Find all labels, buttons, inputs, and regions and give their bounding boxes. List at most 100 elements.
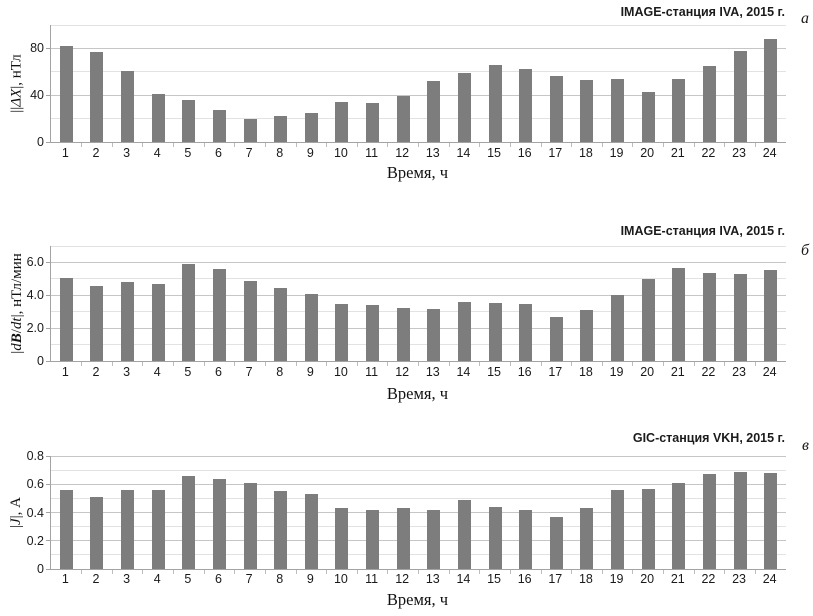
panel-letter-v: в: [802, 437, 809, 454]
x-tick-mark: [754, 570, 756, 574]
bar-hour-3: [121, 282, 135, 361]
bar-hour-16: [519, 69, 533, 142]
gridline-minor: [51, 526, 786, 528]
x-tick-mark: [724, 570, 726, 574]
x-tick-mark: [448, 570, 450, 574]
x-tick-label: 11: [365, 572, 379, 586]
x-tick-label: 20: [640, 146, 655, 160]
x-axis-title: Время, ч: [386, 384, 449, 403]
bar-hour-16: [519, 509, 533, 569]
bar-hour-22: [702, 474, 716, 569]
x-tick-mark: [479, 570, 481, 574]
bar-hour-21: [672, 268, 686, 361]
x-tick-mark: [509, 570, 511, 574]
bar-hour-2: [90, 286, 104, 361]
x-tick-mark: [540, 570, 542, 574]
y-axis-label: ||ΔX|, нТл: [9, 54, 26, 112]
x-tick-mark: [479, 362, 481, 366]
bar-hour-23: [733, 471, 747, 569]
x-tick-mark: [663, 570, 664, 574]
x-tick-label: 11: [365, 146, 379, 160]
y-axis-label-segment: |: [8, 525, 25, 529]
x-tick-label: 4: [153, 146, 161, 160]
y-axis-label-segment: |, нТл: [8, 54, 25, 89]
x-tick-label: 12: [395, 365, 410, 379]
x-tick-mark: [509, 143, 511, 147]
x-tick-mark: [295, 570, 297, 574]
x-tick-mark: [234, 143, 236, 147]
x-tick-label: 5: [184, 146, 192, 160]
y-axis-label-segment: B: [8, 333, 25, 344]
y-axis-label-segment: ||: [8, 106, 25, 113]
bar-hour-22: [702, 273, 716, 361]
x-tick-mark: [632, 570, 634, 574]
bar-hour-20: [641, 278, 655, 361]
x-tick-label: 20: [640, 572, 655, 586]
bar-hour-10: [335, 102, 349, 142]
bar-hour-1: [59, 278, 73, 361]
x-tick-label: 18: [578, 146, 593, 160]
bar-hour-20: [641, 91, 655, 142]
x-tick-mark: [448, 362, 450, 366]
gridline-major: [51, 294, 786, 296]
y-tick-mark: [46, 512, 50, 513]
x-tick-label: 19: [609, 365, 624, 379]
bar-hour-4: [151, 94, 165, 142]
x-tick-label: 3: [123, 572, 131, 586]
x-tick-label: 22: [701, 365, 716, 379]
gridline-major: [51, 94, 786, 96]
gridline-major: [51, 261, 786, 263]
chart-title: GIC-станция VKH, 2015 г.: [632, 431, 785, 445]
y-tick-label: 4.0: [26, 288, 44, 303]
bar-hour-5: [182, 475, 196, 569]
x-tick-mark: [234, 570, 236, 574]
chart-panel-c: GIC-станция VKH, 2015 г. в |J|, А 0 0.2 0.…: [0, 415, 813, 616]
x-tick-label: 9: [306, 365, 314, 379]
x-tick-mark: [81, 570, 83, 574]
gridline-minor: [51, 71, 786, 73]
y-tick-label: 0: [37, 135, 44, 149]
x-tick-mark: [571, 362, 573, 366]
y-tick-label: 2.0: [26, 321, 44, 336]
bar-hour-11: [366, 509, 380, 569]
x-tick-mark: [418, 143, 419, 147]
gridline-major: [51, 540, 786, 542]
y-tick-label: 80: [30, 41, 44, 56]
x-tick-label: 12: [395, 572, 410, 586]
x-tick-label: 13: [425, 146, 440, 160]
x-tick-mark: [693, 143, 695, 147]
x-tick-label: 2: [92, 365, 100, 379]
bar-hour-11: [366, 103, 380, 142]
y-tick-mark: [46, 455, 50, 457]
x-tick-label: 13: [425, 365, 440, 379]
bar-hour-19: [611, 489, 625, 569]
bar-hour-23: [733, 50, 747, 142]
x-tick-label: 4: [153, 365, 161, 379]
bar-hour-24: [764, 39, 778, 142]
x-tick-mark: [203, 362, 205, 366]
x-tick-label: 2: [92, 572, 100, 586]
panel-letter-a: а: [801, 10, 809, 27]
x-tick-mark: [264, 143, 266, 147]
x-tick-label: 14: [456, 365, 471, 379]
bar-hour-5: [182, 264, 196, 361]
x-tick-mark: [418, 570, 419, 574]
bar-hour-21: [672, 482, 686, 569]
y-tick-label: 0: [37, 354, 44, 368]
x-tick-label: 21: [670, 572, 685, 586]
x-tick-mark: [663, 362, 664, 366]
x-tick-label: 6: [214, 146, 222, 160]
bar-hour-20: [641, 488, 655, 569]
bar-hour-2: [90, 51, 104, 142]
x-tick-mark: [203, 570, 205, 574]
x-tick-label: 1: [61, 365, 69, 379]
x-tick-label: 3: [123, 365, 131, 379]
x-tick-label: 17: [548, 365, 563, 379]
x-tick-mark: [509, 362, 511, 366]
bar-hour-24: [764, 269, 778, 361]
x-tick-mark: [111, 570, 113, 574]
x-tick-label: 18: [578, 365, 593, 379]
y-axis-label-wrap: ||ΔX|, нТл: [2, 25, 32, 142]
x-tick-mark: [601, 143, 603, 147]
bar-hour-17: [549, 76, 563, 142]
